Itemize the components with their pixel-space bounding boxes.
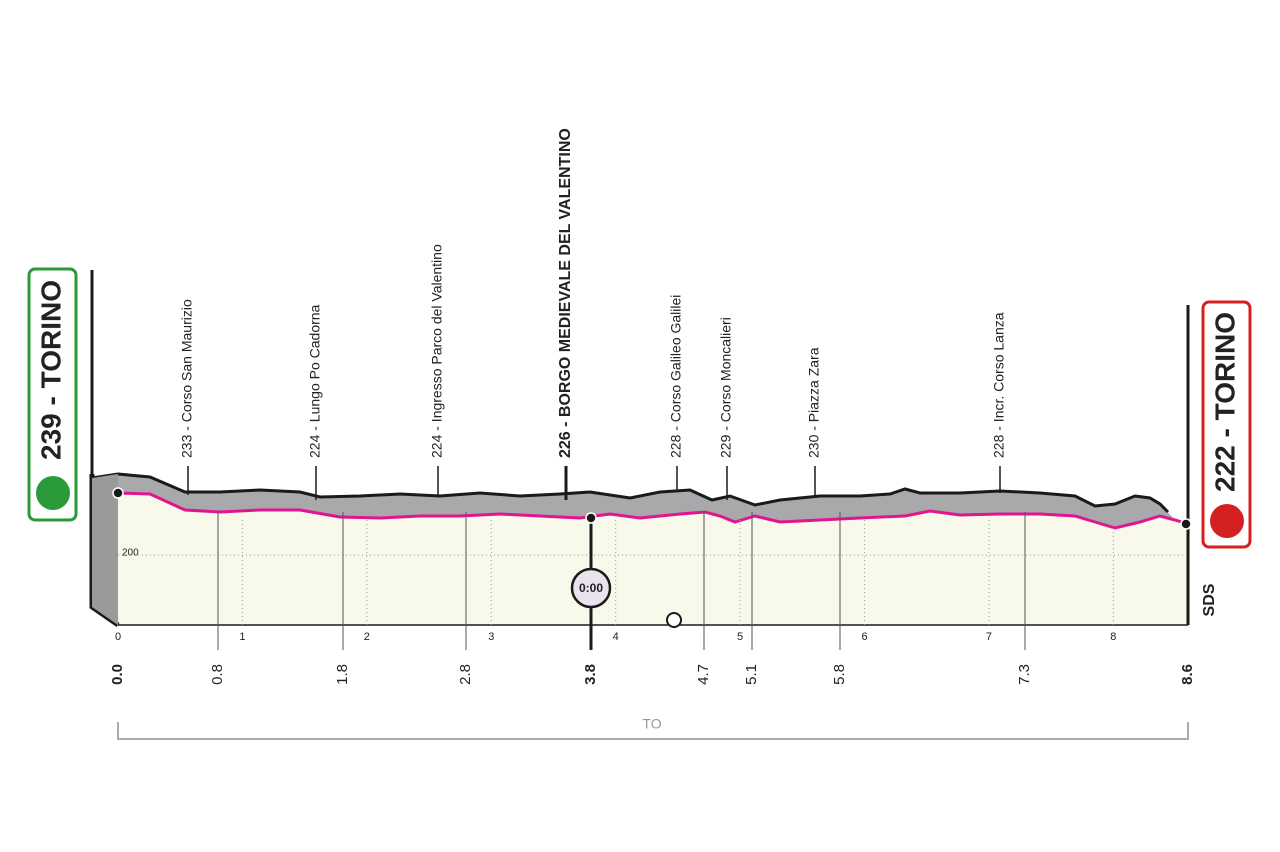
start-badge xyxy=(27,267,78,522)
waypoint-label: 230 - Piazza Zara xyxy=(806,347,822,458)
distance-label: 8.6 xyxy=(1179,664,1196,685)
finish-badge xyxy=(1201,300,1252,549)
finish-dot xyxy=(1180,518,1192,530)
timer-label: 0:00 xyxy=(579,581,603,595)
km-tick-label: 3 xyxy=(488,631,494,643)
km-tick-label: 4 xyxy=(613,631,619,643)
finish-label: 222 - TORINO xyxy=(1209,312,1240,492)
distance-label: 5.1 xyxy=(743,664,760,685)
distance-label: 5.8 xyxy=(831,664,848,685)
distance-label: 4.7 xyxy=(695,664,712,685)
distance-label: 2.8 xyxy=(457,664,474,685)
waypoint-label: 233 - Corso San Maurizio xyxy=(179,299,195,458)
km-tick-label: 6 xyxy=(861,631,867,643)
distance-label: 7.3 xyxy=(1016,664,1033,685)
logo: SDS xyxy=(1201,583,1218,616)
finish-icon xyxy=(1210,504,1244,538)
km-tick-label: 0 xyxy=(115,631,121,643)
km-tick-label: 5 xyxy=(737,631,743,643)
distance-label: 0.8 xyxy=(209,664,226,685)
start-wall-fill xyxy=(92,474,118,625)
start-icon xyxy=(36,476,70,510)
start-label: 239 - TORINO xyxy=(35,280,66,460)
checkpoint-dot xyxy=(585,512,597,524)
route-line xyxy=(117,491,1189,530)
waypoint-label: 224 - Ingresso Parco del Valentino xyxy=(429,244,445,458)
km-tick-label: 8 xyxy=(1110,631,1116,643)
distance-label: 1.8 xyxy=(334,664,351,685)
km-tick-label: 2 xyxy=(364,631,370,643)
profile-outline xyxy=(91,472,1170,514)
profile-area xyxy=(118,493,1188,625)
bracket-label: TO xyxy=(642,716,661,732)
start-dot xyxy=(112,487,124,499)
km-tick-label: 7 xyxy=(986,631,992,643)
waypoint-label: 224 - Lungo Po Cadorna xyxy=(307,304,323,458)
waypoint-label: 229 - Corso Moncalieri xyxy=(718,317,734,458)
bracket xyxy=(117,722,1189,740)
grid-label: 200 xyxy=(122,548,139,559)
waypoint-label: 228 - Incr. Corso Lanza xyxy=(991,312,1007,458)
waypoint-label: 228 - Corso Galileo Galilei xyxy=(668,295,684,458)
distance-label: 0.0 xyxy=(109,664,126,685)
profile-relief xyxy=(92,474,1175,528)
distance-label: 3.8 xyxy=(582,664,599,685)
tunnel-icon xyxy=(666,612,682,628)
timer-icon xyxy=(570,567,612,609)
waypoint-label: 226 - BORGO MEDIEVALE DEL VALENTINO xyxy=(557,128,574,458)
km-tick-label: 1 xyxy=(239,631,245,643)
